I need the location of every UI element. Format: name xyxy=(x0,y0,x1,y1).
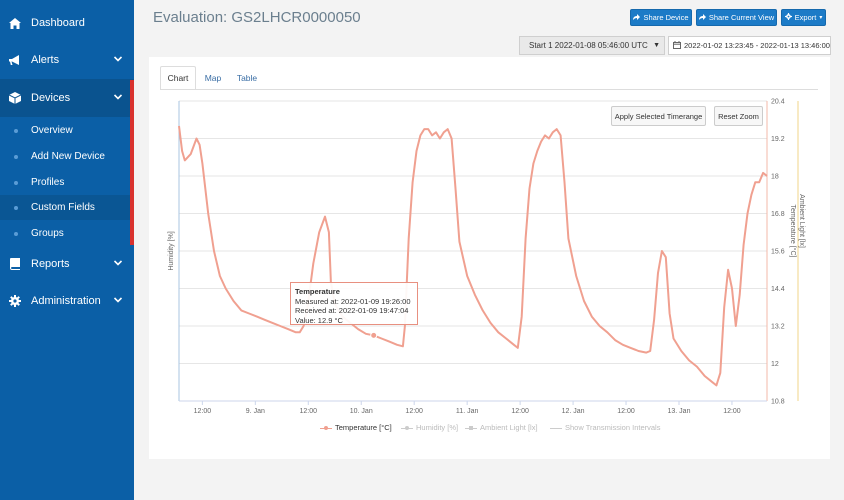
share-icon xyxy=(633,13,641,22)
y-tick-label: 13.2 xyxy=(771,324,785,331)
legend-item-temperature[interactable]: Temperature [°C] xyxy=(320,423,392,432)
x-tick-label: 13. Jan xyxy=(668,408,691,415)
megaphone-icon xyxy=(9,54,21,66)
sidebar-subitem-groups[interactable]: Groups xyxy=(0,221,130,246)
series-line-temperature xyxy=(178,125,768,387)
legend-label: Ambient Light [lx] xyxy=(480,423,538,432)
sidebar-item-administration[interactable]: Administration xyxy=(0,282,134,320)
legend-item-humidity[interactable]: Humidity [%] xyxy=(401,423,458,432)
hover-point xyxy=(370,331,378,339)
tooltip-title: Temperature xyxy=(295,287,340,296)
sidebar-item-label: Alerts xyxy=(31,54,60,66)
sidebar-subitem-label: Add New Device xyxy=(31,151,105,162)
tab-chart[interactable]: Chart xyxy=(160,66,196,90)
y-axis-right2-label: Ambient Light [lx] xyxy=(798,194,805,248)
home-icon xyxy=(9,17,21,29)
sidebar-subitem-custom-fields[interactable]: Custom Fields xyxy=(0,195,130,220)
y-tick-label: 15.6 xyxy=(771,249,785,256)
y-axis-left-label: Humidity [%] xyxy=(168,231,175,270)
y-tick-label: 18 xyxy=(771,174,779,181)
sidebar-item-label: Dashboard xyxy=(31,17,85,29)
page-title: Evaluation: GS2LHCR0000050 xyxy=(153,9,361,26)
chevron-down-icon xyxy=(113,258,123,268)
sidebar-subitem-label: Groups xyxy=(31,228,64,239)
legend-label: Show Transmission Intervals xyxy=(565,423,661,432)
chevron-down-icon xyxy=(113,295,123,305)
chart-tooltip: Temperature Measured at: 2022-01-09 19:2… xyxy=(290,282,418,325)
tooltip-value: Value: 12.9 °C xyxy=(295,315,343,325)
bullet-icon xyxy=(14,128,18,133)
sidebar-subitem-label: Custom Fields xyxy=(31,202,95,213)
start-select-value: Start 1 2022-01-08 05:46:00 UTC xyxy=(529,41,648,50)
tooltip-received: Received at: 2022-01-09 19:47:04 xyxy=(295,306,409,315)
y-axis-right-label: Temperature [°C] xyxy=(789,205,797,258)
apply-timerange-button[interactable]: Apply Selected Timerange xyxy=(611,106,706,126)
legend-label: Temperature [°C] xyxy=(335,423,392,432)
reset-zoom-button[interactable]: Reset Zoom xyxy=(714,106,763,126)
sidebar: Dashboard Alerts Devices Overview Add Ne… xyxy=(0,0,134,500)
chevron-down-icon xyxy=(113,54,123,64)
share-device-label: Share Device xyxy=(643,13,689,22)
x-tick-label: 12. Jan xyxy=(562,408,585,415)
tab-table[interactable]: Table xyxy=(236,73,258,83)
chevron-down-icon: ▼ xyxy=(653,42,660,49)
sidebar-subitem-profiles[interactable]: Profiles xyxy=(0,170,130,195)
export-button[interactable]: Export ▾ xyxy=(781,9,826,26)
calendar-icon xyxy=(673,40,681,51)
x-tick-label: 12:00 xyxy=(617,408,635,415)
sidebar-subitem-add-new-device[interactable]: Add New Device xyxy=(0,144,130,169)
bullet-icon xyxy=(14,154,18,159)
sidebar-item-reports[interactable]: Reports xyxy=(0,245,134,283)
share-icon xyxy=(698,13,706,22)
x-tick-label: 12:00 xyxy=(300,408,318,415)
start-select[interactable]: Start 1 2022-01-08 05:46:00 UTC ▼ xyxy=(519,36,665,55)
bullet-icon xyxy=(14,231,18,236)
sidebar-item-label: Reports xyxy=(31,258,70,270)
x-tick-label: 12:00 xyxy=(723,408,741,415)
x-tick-label: 11. Jan xyxy=(456,408,479,415)
sidebar-item-label: Devices xyxy=(31,92,71,104)
x-tick-label: 12:00 xyxy=(405,408,423,415)
tooltip-measured: Measured at: 2022-01-09 19:26:00 xyxy=(295,296,411,306)
date-range-picker[interactable]: 2022-01-02 13:23:45 - 2022-01-13 13:46:0… xyxy=(668,36,831,55)
cube-icon xyxy=(9,92,21,104)
date-range-value: 2022-01-02 13:23:45 - 2022-01-13 13:46:0… xyxy=(684,41,830,50)
temperature-chart[interactable]: 20.4 19.2 18 16.8 15.6 14.4 13.2 12 10.8 12:00 9. … xyxy=(160,92,828,420)
share-current-view-button[interactable]: Share Current View xyxy=(696,9,777,26)
sidebar-item-alerts[interactable]: Alerts xyxy=(0,41,134,79)
gear-icon xyxy=(784,13,792,22)
book-icon xyxy=(9,258,21,270)
sidebar-item-label: Administration xyxy=(31,295,101,307)
export-label: Export xyxy=(794,13,817,22)
share-current-view-label: Share Current View xyxy=(708,13,775,22)
x-tick-label: 12:00 xyxy=(511,408,529,415)
y-tick-label: 20.4 xyxy=(771,99,785,106)
legend-label: Humidity [%] xyxy=(416,423,459,432)
bullet-icon xyxy=(14,180,18,185)
tab-divider xyxy=(160,89,818,90)
sidebar-subitem-label: Overview xyxy=(31,125,73,136)
gear-icon xyxy=(9,295,21,307)
sidebar-item-dashboard[interactable]: Dashboard xyxy=(0,4,134,42)
bullet-icon xyxy=(14,205,18,210)
y-tick-label: 14.4 xyxy=(771,286,785,293)
caret-down-icon: ▾ xyxy=(819,15,823,21)
sidebar-subitem-overview[interactable]: Overview xyxy=(0,118,130,143)
x-tick-label: 9. Jan xyxy=(246,408,265,415)
active-indicator xyxy=(130,80,134,245)
y-tick-label: 16.8 xyxy=(771,211,785,218)
x-tick-label: 12:00 xyxy=(194,408,212,415)
legend-item-transmission-intervals[interactable]: Show Transmission Intervals xyxy=(550,423,660,432)
y-tick-label: 19.2 xyxy=(771,136,785,143)
sidebar-item-devices[interactable]: Devices xyxy=(0,79,134,117)
y-tick-label: 10.8 xyxy=(771,399,785,406)
y-tick-label: 12 xyxy=(771,361,779,368)
chevron-down-icon xyxy=(113,92,123,102)
sidebar-subitem-label: Profiles xyxy=(31,177,65,188)
share-device-button[interactable]: Share Device xyxy=(630,9,692,26)
tab-map[interactable]: Map xyxy=(204,73,222,83)
legend-item-ambient-light[interactable]: Ambient Light [lx] xyxy=(465,423,538,432)
x-tick-label: 10. Jan xyxy=(350,408,373,415)
